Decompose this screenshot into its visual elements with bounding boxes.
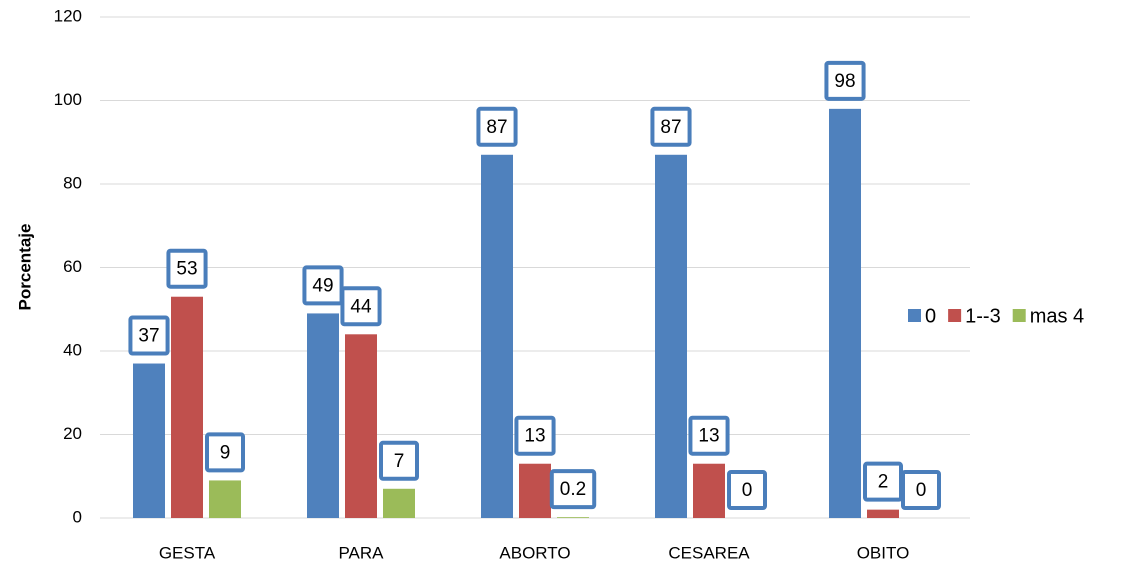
legend-label: 0 xyxy=(925,305,936,327)
y-axis-label: Porcentaje xyxy=(15,224,34,311)
bar xyxy=(383,488,415,518)
data-label: 87 xyxy=(660,117,681,138)
data-label: 98 xyxy=(834,71,855,92)
x-tick-label: PARA xyxy=(338,543,384,562)
data-label: 37 xyxy=(138,326,159,347)
y-tick-label: 0 xyxy=(73,507,82,526)
bar xyxy=(557,517,589,518)
data-label-box xyxy=(476,106,518,147)
legend-swatch xyxy=(908,309,921,322)
y-tick-label: 60 xyxy=(63,257,82,276)
data-label-box xyxy=(379,440,419,481)
legend-swatch xyxy=(948,309,962,322)
bar xyxy=(655,154,687,518)
data-label: 49 xyxy=(312,275,333,296)
data-label-box xyxy=(340,286,382,327)
data-label: 13 xyxy=(698,426,719,447)
bar xyxy=(829,108,861,518)
y-tick-label: 120 xyxy=(54,6,82,25)
data-label: 7 xyxy=(394,451,405,472)
bar xyxy=(519,463,551,518)
bar xyxy=(481,154,513,518)
data-label: 87 xyxy=(486,117,507,138)
bar xyxy=(867,509,899,518)
data-label-box xyxy=(824,60,866,101)
x-tick-label: OBITO xyxy=(857,543,910,562)
data-label-box xyxy=(302,265,344,306)
data-label-box xyxy=(901,470,941,510)
bar xyxy=(171,296,203,518)
data-label: 13 xyxy=(524,426,545,447)
data-label: 0.2 xyxy=(560,479,586,500)
legend-swatch xyxy=(1012,309,1026,322)
bar xyxy=(133,363,165,518)
y-tick-label: 80 xyxy=(63,173,82,192)
data-label: 0 xyxy=(916,480,927,501)
x-tick-label: CESAREA xyxy=(668,543,750,562)
data-label-box xyxy=(688,415,730,456)
data-label-box xyxy=(727,470,767,510)
bar xyxy=(693,463,725,518)
bar xyxy=(307,313,339,518)
x-tick-label: ABORTO xyxy=(499,543,570,562)
legend-label: mas 4 xyxy=(1030,305,1084,327)
data-label: 53 xyxy=(176,259,197,280)
y-tick-label: 20 xyxy=(63,424,82,443)
y-tick-label: 40 xyxy=(63,340,82,359)
bar xyxy=(345,334,377,518)
data-label: 9 xyxy=(220,442,231,463)
data-label: 2 xyxy=(878,472,889,493)
x-tick-label: GESTA xyxy=(159,543,216,562)
data-label-box xyxy=(128,315,170,356)
data-label-box xyxy=(650,106,692,147)
legend-label: 1--3 xyxy=(965,305,1001,327)
data-label-box xyxy=(549,469,597,510)
data-label-box xyxy=(514,415,556,456)
data-label-box xyxy=(205,432,245,473)
data-label-box xyxy=(166,248,208,289)
data-label: 0 xyxy=(742,480,753,501)
data-label: 44 xyxy=(350,296,372,317)
y-tick-label: 100 xyxy=(54,90,82,109)
bar xyxy=(209,480,241,518)
